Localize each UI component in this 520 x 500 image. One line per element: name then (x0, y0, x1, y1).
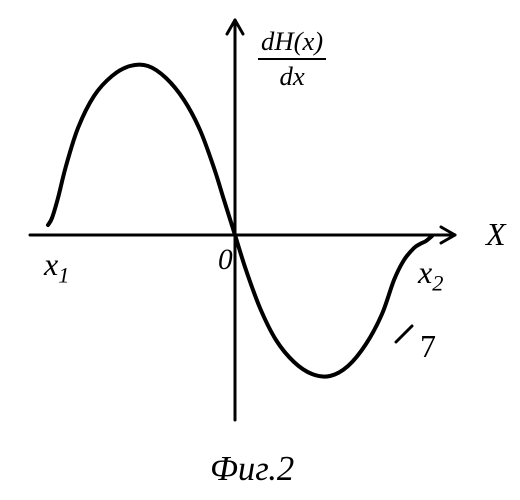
curve-tag-tick (396, 326, 412, 342)
y-axis-label-denominator: dx (258, 60, 326, 92)
y-axis-label: dH(x) dx (258, 26, 326, 92)
x2-label: x2 (418, 254, 443, 296)
curve (48, 65, 432, 377)
curve-tag-label: 7 (420, 328, 436, 365)
x-axis-label: X (486, 216, 506, 253)
x1-label: x1 (44, 246, 69, 288)
origin-label: 0 (218, 244, 233, 277)
figure-caption: Фиг.2 (210, 450, 294, 489)
y-axis-label-numerator: dH(x) (258, 26, 326, 60)
